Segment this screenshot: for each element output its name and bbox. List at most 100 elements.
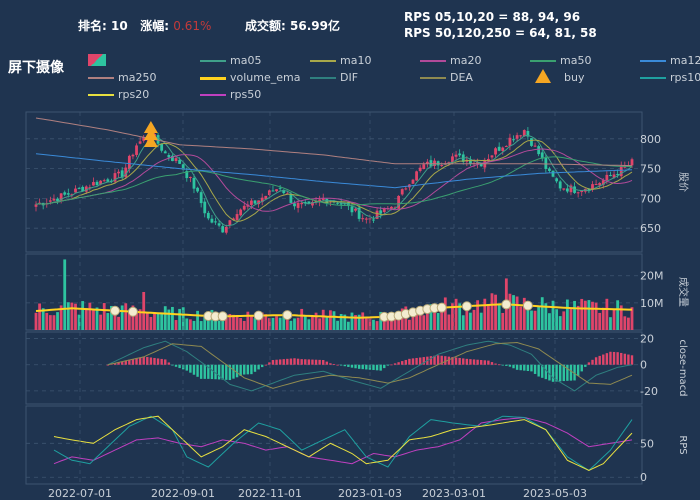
macd-bar	[135, 358, 138, 365]
macd-bar	[422, 357, 425, 365]
candle-body	[250, 200, 253, 205]
candle-body	[418, 167, 422, 172]
macd-bar	[314, 359, 318, 365]
volume-bar	[192, 320, 196, 330]
volume-bar	[397, 314, 401, 330]
volume-bar	[178, 308, 182, 330]
macd-bar	[451, 357, 454, 365]
candle-body	[124, 167, 128, 177]
macd-bar	[573, 364, 576, 381]
volume-tick-label: 20M	[640, 270, 664, 283]
turnover-label: 成交额:	[245, 19, 286, 33]
volume-bar	[587, 300, 591, 330]
volume-bar	[339, 314, 343, 330]
candle-body	[275, 189, 278, 192]
volume-bar	[149, 316, 153, 330]
macd-bar	[343, 364, 346, 367]
volume-bar	[307, 319, 311, 330]
macd-bar	[339, 364, 343, 366]
macd-bar	[174, 364, 178, 367]
volume-bar	[472, 309, 476, 330]
volume-bar	[264, 314, 268, 330]
macd-bar	[433, 355, 436, 365]
volume-bar	[239, 318, 243, 330]
volume-bar	[224, 318, 228, 330]
legend-label: rps20	[118, 88, 150, 101]
legend-label: ma50	[560, 54, 592, 67]
macd-bar	[322, 360, 325, 365]
volume-bar	[619, 305, 623, 330]
x-tick-label: 2022-07-01	[48, 487, 112, 500]
dif-line	[107, 340, 633, 392]
macd-bar	[447, 356, 451, 365]
volume-bar	[350, 312, 354, 330]
legend-swatch-ma05	[200, 60, 226, 62]
macd-bar	[117, 362, 120, 365]
legend-label: rps50	[230, 88, 262, 101]
macd-bar	[587, 362, 591, 365]
volume-bar	[289, 320, 293, 330]
volume-bar	[630, 307, 634, 330]
volume-signal-marker	[109, 305, 120, 316]
volume-bar	[454, 298, 458, 330]
candle-body	[253, 200, 257, 204]
macd-bar	[214, 364, 217, 380]
candle-body	[271, 190, 275, 192]
price-axis-label: 股价	[677, 172, 689, 192]
volume-bar	[458, 303, 462, 330]
volume-bar	[512, 295, 515, 330]
volume-bar	[124, 303, 128, 330]
candle-body	[88, 187, 92, 189]
volume-bar	[418, 314, 422, 330]
macd-bar	[544, 364, 548, 380]
macd-bar	[494, 363, 497, 365]
macd-bar	[591, 359, 594, 365]
candle-body	[594, 183, 598, 185]
macd-bar	[620, 352, 623, 365]
candle-body	[59, 193, 63, 201]
price-tick-label: 750	[640, 163, 661, 176]
x-tick-label: 2022-11-01	[238, 487, 302, 500]
buy-marker	[143, 128, 158, 140]
legend-label: rps10	[670, 71, 700, 84]
change-label: 涨幅:	[140, 19, 170, 33]
candle-body	[601, 180, 605, 185]
macd-bar	[465, 358, 469, 365]
legend-swatch-candle	[88, 54, 106, 66]
volume-bar	[522, 297, 526, 330]
candle-body	[544, 157, 548, 169]
candle-body	[562, 188, 566, 190]
volume-bar	[429, 304, 433, 330]
volume-bar	[206, 317, 210, 330]
macd-bar	[454, 357, 458, 365]
legend-label: DEA	[450, 71, 473, 84]
macd-bar	[393, 363, 397, 365]
volume-bar	[267, 318, 271, 330]
macd-bar	[203, 364, 206, 379]
volume-bar	[368, 316, 372, 330]
macd-bar	[282, 359, 285, 365]
volume-bar	[196, 310, 199, 330]
macd-bar	[415, 357, 418, 365]
candle-body	[257, 200, 261, 205]
volume-bar	[343, 314, 347, 330]
volume-bar	[612, 308, 616, 330]
candle-body	[135, 145, 138, 155]
candle-body	[350, 206, 354, 213]
volume-bar	[393, 317, 397, 330]
macd-bar	[623, 353, 627, 365]
candle-body	[630, 159, 634, 166]
dea-line	[107, 341, 633, 389]
candle-body	[422, 164, 426, 170]
candle-body	[260, 197, 264, 203]
macd-bar	[221, 364, 224, 380]
macd-bar	[354, 364, 357, 369]
macd-bar	[397, 362, 400, 365]
volume-bar	[508, 293, 512, 330]
candle-body	[131, 154, 135, 157]
volume-bar	[81, 301, 85, 330]
candle-body	[537, 146, 541, 155]
volume-bar	[332, 311, 336, 330]
macd-bar	[167, 362, 171, 365]
